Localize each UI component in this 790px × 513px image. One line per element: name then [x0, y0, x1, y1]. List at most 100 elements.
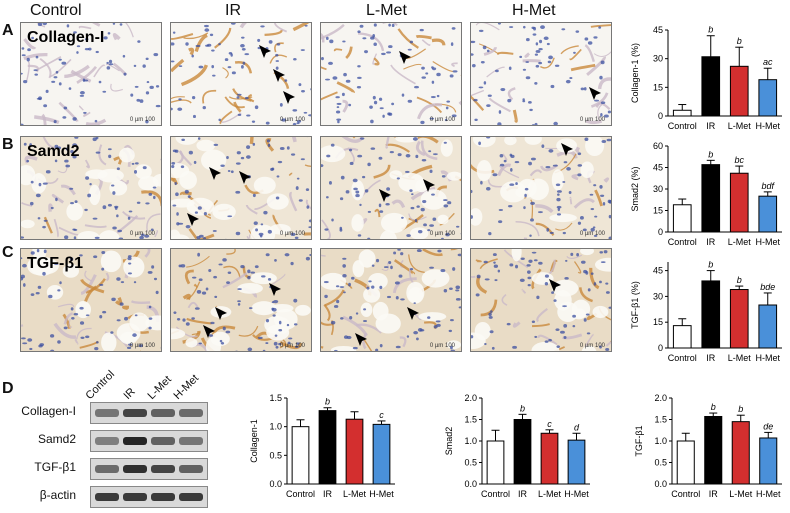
x-tick-label: L-Met — [728, 353, 752, 363]
scale-end: 100 — [295, 343, 305, 349]
wb-band — [179, 465, 203, 473]
micrograph-r1-c2: 0 µm 100 — [170, 22, 312, 126]
wb-lane-ir: IR — [122, 386, 138, 402]
wb-label-samd2: Samd2 — [4, 432, 76, 446]
scale-unit: µm — [433, 343, 445, 349]
y-tick-label: 30 — [653, 184, 663, 194]
scale-bar: 0 µm 100 — [580, 231, 605, 237]
significance-label: bc — [734, 155, 744, 165]
bar-ir — [514, 420, 531, 485]
x-tick-label: IR — [323, 489, 333, 499]
wb-strip-3 — [90, 458, 208, 480]
scale-unit: µm — [583, 117, 595, 123]
micrograph-image — [471, 249, 612, 352]
wb-strip-2 — [90, 430, 208, 452]
column-header-lmet: L-Met — [366, 2, 407, 20]
bar-h-met — [373, 424, 390, 484]
y-axis-label: Smad2 (%) — [630, 166, 640, 211]
scale-unit: µm — [583, 231, 595, 237]
scale-bar: 0 µm 100 — [430, 343, 455, 349]
x-tick-label: Control — [481, 489, 510, 499]
y-tick-label: 45 — [653, 266, 663, 276]
scale-end: 100 — [595, 343, 605, 349]
wb-lane-lmet: L-Met — [146, 374, 174, 402]
scale-unit: µm — [133, 343, 145, 349]
micrograph-r2-c3: 0 µm 100 — [320, 136, 462, 240]
y-tick-label: 0.0 — [269, 479, 282, 489]
significance-label: d — [574, 422, 580, 432]
y-tick-label: 15 — [653, 206, 663, 216]
panel-letter-a: A — [2, 22, 14, 40]
significance-label: bdf — [761, 181, 775, 191]
significance-label: b — [708, 149, 713, 159]
scale-end: 100 — [145, 231, 155, 237]
y-tick-label: 0 — [658, 227, 663, 237]
scale-end: 100 — [145, 117, 155, 123]
y-tick-label: 45 — [653, 163, 663, 173]
wb-band — [123, 409, 147, 417]
bar-chart: 0.00.51.01.52.0Smad2ControlbIRcL-MetdH-M… — [430, 392, 598, 508]
bar-chart: 0.00.51.01.52.0TGF-β1ControlbIRbL-MetdeH… — [618, 392, 788, 508]
x-tick-label: IR — [706, 121, 716, 131]
micrograph-image — [471, 137, 612, 240]
scale-unit: µm — [283, 117, 295, 123]
wb-label-tgfb1: TGF-β1 — [4, 460, 76, 474]
micrograph-r1-c3: 0 µm 100 — [320, 22, 462, 126]
micrograph-image — [171, 23, 312, 126]
scale-end: 100 — [595, 117, 605, 123]
scale-bar: 0 µm 100 — [580, 343, 605, 349]
y-tick-label: 30 — [653, 54, 663, 64]
scale-unit: µm — [283, 343, 295, 349]
panel-letter-b: B — [2, 136, 14, 154]
y-tick-label: 0.5 — [654, 458, 667, 468]
micrograph-image — [171, 249, 312, 352]
micrograph-image — [171, 137, 312, 240]
y-tick-label: 1.5 — [269, 393, 282, 403]
x-tick-label: IR — [706, 237, 716, 247]
wb-strip-1 — [90, 402, 208, 424]
y-tick-label: 45 — [653, 25, 663, 35]
bar-l-met — [541, 433, 558, 484]
significance-label: b — [708, 25, 713, 35]
significance-label: b — [711, 402, 716, 412]
x-tick-label: Control — [671, 489, 700, 499]
x-tick-label: H-Met — [564, 489, 589, 499]
bar-l-met — [732, 422, 749, 484]
scale-unit: µm — [133, 231, 145, 237]
wb-band — [151, 493, 175, 501]
scale-end: 100 — [145, 343, 155, 349]
x-tick-label: IR — [709, 489, 719, 499]
scale-unit: µm — [283, 231, 295, 237]
bar-h-met — [759, 196, 777, 232]
scale-unit: µm — [583, 343, 595, 349]
bar-control — [673, 326, 691, 348]
bar-h-met — [759, 305, 777, 348]
y-tick-label: 0.5 — [464, 458, 477, 468]
wb-band — [151, 409, 175, 417]
y-tick-label: 1.5 — [654, 415, 667, 425]
scale-end: 100 — [445, 231, 455, 237]
y-tick-label: 60 — [653, 141, 663, 151]
x-tick-label: L-Met — [728, 121, 752, 131]
wb-band — [123, 437, 147, 445]
bar-control — [673, 205, 691, 232]
scale-unit: µm — [433, 231, 445, 237]
wb-band — [151, 437, 175, 445]
bar-control — [673, 110, 691, 116]
x-tick-label: IR — [518, 489, 528, 499]
column-header-ir: IR — [225, 2, 241, 20]
micrograph-image — [321, 23, 462, 126]
bar-h-met — [760, 438, 777, 484]
bar-h-met — [568, 440, 585, 484]
y-tick-label: 2.0 — [464, 393, 477, 403]
wb-band — [151, 465, 175, 473]
wb-label-collagen: Collagen-I — [4, 404, 76, 418]
bar-ir — [705, 416, 722, 484]
wb-band — [179, 493, 203, 501]
